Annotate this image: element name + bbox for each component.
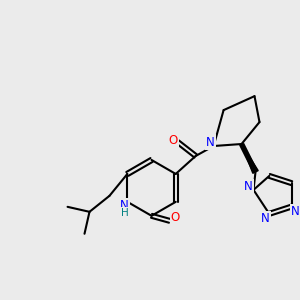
Text: N: N: [206, 136, 215, 148]
Text: N: N: [120, 199, 129, 212]
Text: N: N: [261, 212, 270, 225]
Polygon shape: [242, 144, 258, 173]
Text: N: N: [244, 180, 253, 194]
Text: N: N: [291, 205, 300, 218]
Text: O: O: [171, 211, 180, 224]
Text: H: H: [121, 208, 128, 218]
Text: O: O: [168, 134, 177, 146]
